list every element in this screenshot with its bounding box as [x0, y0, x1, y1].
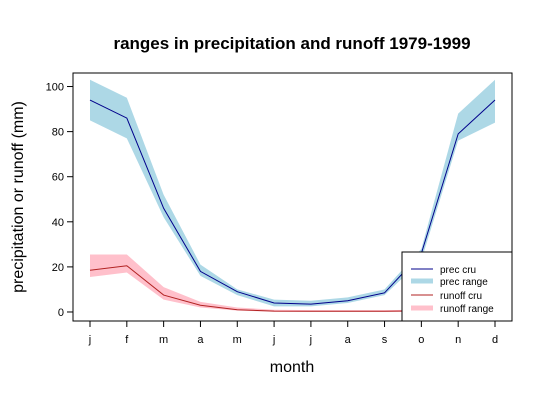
band-prec-range — [90, 79, 495, 307]
x-tick-label: j — [309, 334, 312, 346]
y-axis: 0 20 40 60 80 100 — [46, 82, 73, 319]
series-line-prec-cru — [89, 99, 496, 305]
y-tick-label: 40 — [52, 217, 64, 229]
x-tick-label: d — [492, 334, 498, 346]
bands — [90, 79, 495, 312]
band-runoff-range — [90, 254, 495, 312]
legend-label-runoff-cru: runoff cru — [440, 291, 482, 302]
x-tick-label: j — [272, 334, 275, 346]
x-axis-title: month — [270, 359, 314, 376]
legend-label-prec-cru: prec cru — [440, 265, 476, 276]
x-tick-label: a — [345, 334, 352, 346]
x-tick-label: f — [125, 334, 129, 346]
y-tick-label: 0 — [58, 307, 64, 319]
legend: prec cru prec range runoff cru runoff ra… — [401, 251, 513, 322]
y-axis-title: precipitation or runoff (mm) — [10, 101, 27, 293]
x-tick-label: s — [382, 334, 388, 346]
x-tick-label: n — [455, 334, 461, 346]
x-tick-label: o — [418, 334, 424, 346]
legend-label-prec-range: prec range — [440, 277, 488, 288]
y-tick-label: 20 — [52, 262, 64, 274]
x-tick-label: m — [233, 334, 242, 346]
legend-label-runoff-range: runoff range — [440, 304, 494, 315]
x-tick-label: j — [88, 334, 91, 346]
y-tick-label: 100 — [46, 82, 64, 94]
plot-frame — [72, 72, 513, 322]
y-tick-label: 60 — [52, 172, 64, 184]
chart-title: ranges in precipitation and runoff 1979-… — [113, 34, 470, 53]
y-tick-label: 80 — [52, 127, 64, 139]
x-tick-label: m — [159, 334, 168, 346]
x-tick-label: a — [197, 334, 204, 346]
